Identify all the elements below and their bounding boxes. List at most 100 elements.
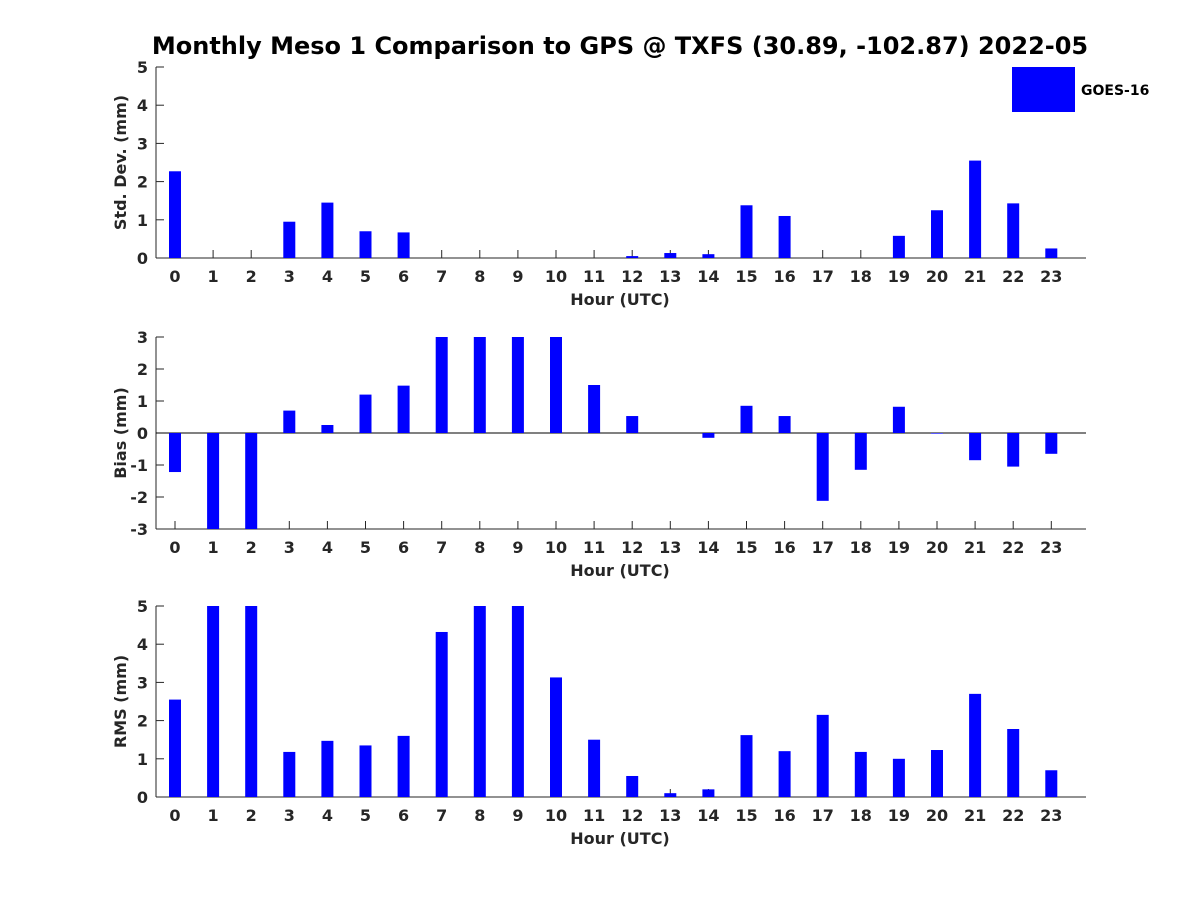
bar-hour-14 <box>702 433 715 438</box>
x-tick-label: 13 <box>659 538 681 557</box>
x-tick-label: 23 <box>1040 267 1062 286</box>
bar-hour-9 <box>511 337 524 433</box>
x-tick-label: 8 <box>474 538 485 557</box>
x-tick-label: 18 <box>850 806 872 825</box>
bar-hour-21 <box>969 693 982 797</box>
x-tick-label: 4 <box>322 538 333 557</box>
x-tick-label: 10 <box>545 806 567 825</box>
bar-hour-0 <box>169 699 181 797</box>
bar-hour-1 <box>207 433 220 529</box>
chart-title: Monthly Meso 1 Comparison to GPS @ TXFS … <box>152 32 1088 60</box>
x-tick-label: 10 <box>545 267 567 286</box>
bar-hour-19 <box>892 758 905 797</box>
y-tick-label: 2 <box>137 360 148 379</box>
bar-hour-10 <box>550 677 562 797</box>
x-tick-label: 21 <box>964 806 986 825</box>
x-tick-label: 6 <box>398 267 409 286</box>
x-tick-label: 14 <box>697 538 719 557</box>
legend: GOES-16 <box>1012 67 1149 112</box>
y-axis-label: Std. Dev. (mm) <box>111 95 130 230</box>
x-tick-label: 12 <box>621 267 643 286</box>
bar-hour-14 <box>702 789 715 797</box>
bar-hour-2 <box>245 433 258 529</box>
bar-hour-18 <box>854 751 867 797</box>
y-tick-label: 4 <box>137 96 148 115</box>
y-axis-label: Bias (mm) <box>111 387 130 479</box>
x-tick-label: 11 <box>583 267 605 286</box>
x-tick-label: 9 <box>512 267 523 286</box>
x-tick-label: 0 <box>169 806 180 825</box>
bar-hour-15 <box>740 205 753 258</box>
bar-hour-19 <box>892 406 905 433</box>
bar-hour-8 <box>473 606 486 797</box>
y-tick-label: 5 <box>137 58 148 77</box>
bar-hour-5 <box>359 745 372 797</box>
bar-hour-7 <box>435 337 448 433</box>
x-tick-label: 14 <box>697 806 719 825</box>
x-tick-label: 15 <box>735 538 757 557</box>
x-tick-label: 3 <box>284 267 295 286</box>
x-tick-label: 20 <box>926 806 948 825</box>
x-tick-label: 2 <box>246 806 257 825</box>
x-tick-label: 1 <box>208 267 219 286</box>
x-tick-label: 13 <box>659 806 681 825</box>
bar-hour-3 <box>283 410 296 433</box>
x-tick-label: 12 <box>621 806 643 825</box>
bar-hour-20 <box>931 210 943 258</box>
y-tick-label: -3 <box>130 520 148 539</box>
bar-hour-3 <box>283 221 296 258</box>
bar-hour-6 <box>397 735 410 797</box>
bar-hour-18 <box>854 433 867 470</box>
x-tick-label: 9 <box>512 806 523 825</box>
x-tick-label: 18 <box>850 538 872 557</box>
x-tick-label: 0 <box>169 267 180 286</box>
x-tick-label: 15 <box>735 806 757 825</box>
bar-hour-17 <box>816 433 829 501</box>
bar-hour-6 <box>397 232 410 258</box>
x-tick-label: 19 <box>888 806 910 825</box>
bar-hour-15 <box>740 405 753 433</box>
x-tick-label: 22 <box>1002 267 1024 286</box>
y-axis-label: RMS (mm) <box>111 655 130 748</box>
y-tick-label: 1 <box>137 211 148 230</box>
x-tick-label: 10 <box>545 538 567 557</box>
x-tick-label: 2 <box>246 538 257 557</box>
y-tick-label: 3 <box>137 673 148 692</box>
y-tick-label: 1 <box>137 750 148 769</box>
x-tick-label: 20 <box>926 538 948 557</box>
legend-label: GOES-16 <box>1081 83 1149 99</box>
bar-hour-0 <box>169 171 181 258</box>
x-tick-label: 2 <box>246 267 257 286</box>
x-tick-label: 3 <box>284 538 295 557</box>
x-tick-label: 6 <box>398 806 409 825</box>
bar-hour-2 <box>245 606 258 797</box>
x-tick-label: 5 <box>360 267 371 286</box>
bar-hour-23 <box>1045 433 1058 454</box>
x-tick-label: 19 <box>888 538 910 557</box>
bar-hour-22 <box>1007 433 1020 467</box>
y-tick-label: 2 <box>137 712 148 731</box>
bar-hour-12 <box>626 256 639 258</box>
y-tick-label: 0 <box>137 424 148 443</box>
x-tick-label: 18 <box>850 267 872 286</box>
x-tick-label: 11 <box>583 806 605 825</box>
bar-hour-16 <box>778 751 791 797</box>
bar-hour-12 <box>626 775 639 797</box>
bar-hour-23 <box>1045 248 1058 258</box>
x-tick-label: 8 <box>474 267 485 286</box>
x-tick-label: 17 <box>812 267 834 286</box>
y-tick-label: -2 <box>130 488 148 507</box>
x-tick-label: 23 <box>1040 806 1062 825</box>
bar-hour-13 <box>664 793 677 797</box>
y-tick-label: 5 <box>137 597 148 616</box>
bar-hour-16 <box>778 215 791 258</box>
bar-hour-20 <box>931 433 943 434</box>
y-tick-label: 0 <box>137 788 148 807</box>
y-tick-label: 3 <box>137 328 148 347</box>
x-tick-label: 20 <box>926 267 948 286</box>
